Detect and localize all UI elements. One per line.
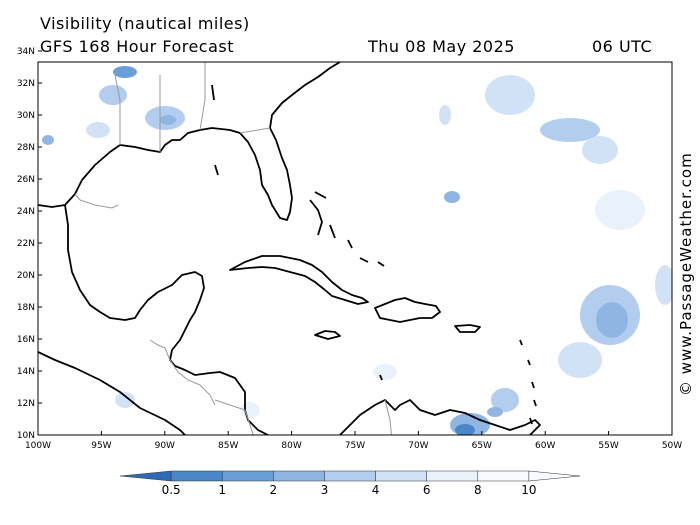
colorbar-segment — [170, 470, 223, 482]
us-gulf-coast — [38, 62, 341, 221]
lat-tick-label: 32N — [17, 79, 35, 89]
colorbar-label: 1 — [218, 483, 226, 497]
lon-tick-label: 60W — [535, 441, 555, 451]
visibility-colorbar: 0.5 1 2 3 4 6 8 10 — [119, 470, 581, 497]
lon-tick-label: 100W — [25, 441, 51, 451]
country-borders — [74, 62, 393, 435]
colorbar-low-arrow — [119, 470, 172, 482]
lon-tick-label: 65W — [472, 441, 492, 451]
jamaica — [314, 330, 341, 340]
forecast-subtitle: GFS 168 Hour Forecast — [40, 37, 235, 56]
lat-tick-label: 24N — [17, 207, 35, 217]
colorbar-label: 2 — [270, 483, 278, 497]
lat-tick-label: 14N — [17, 367, 35, 377]
lon-tick-label: 75W — [345, 441, 365, 451]
lat-tick-label: 28N — [17, 143, 35, 153]
lat-tick-label: 34N — [17, 47, 35, 57]
lat-tick-label: 26N — [17, 175, 35, 185]
lat-tick-label: 12N — [17, 399, 35, 409]
map-area — [38, 62, 672, 435]
lat-tick-label: 22N — [17, 239, 35, 249]
central-america-coast — [174, 365, 269, 435]
cuba — [229, 255, 369, 305]
colorbar-label: 8 — [474, 483, 482, 497]
lon-tick-label: 80W — [281, 441, 301, 451]
lon-tick-label: 50W — [662, 441, 682, 451]
colorbar-label: 10 — [521, 483, 536, 497]
lon-tick-label: 70W — [408, 441, 428, 451]
lesser-antilles — [519, 339, 537, 425]
colorbar-segment — [426, 470, 479, 482]
colorbar-label: 3 — [321, 483, 329, 497]
forecast-time: 06 UTC — [592, 37, 653, 56]
bahamas — [309, 191, 385, 267]
mexico-coast — [64, 204, 205, 367]
lon-tick-label: 55W — [598, 441, 618, 451]
colorbar-high-arrow — [528, 470, 581, 482]
lat-tick-label: 10N — [17, 431, 35, 441]
longitude-axis: 100W 95W 90W 85W 80W 75W 70W 65W 60W 55W 50W — [25, 431, 682, 451]
colorbar-segment — [273, 470, 325, 482]
colorbar-label: 0.5 — [162, 483, 181, 497]
colorbar-segment — [477, 470, 530, 482]
small-islands — [211, 84, 383, 381]
colorbar-label: 4 — [372, 483, 380, 497]
lon-tick-label: 85W — [218, 441, 238, 451]
puerto-rico — [454, 324, 481, 333]
chart-title: Visibility (nautical miles) — [40, 14, 250, 33]
lat-tick-label: 20N — [17, 271, 35, 281]
colorbar-segment — [375, 470, 427, 482]
lon-tick-label: 95W — [91, 441, 111, 451]
map-frame — [37, 61, 673, 436]
lon-tick-label: 90W — [155, 441, 175, 451]
south-america-coast — [339, 399, 541, 435]
colorbar-label: 6 — [423, 483, 431, 497]
lat-tick-label: 16N — [17, 335, 35, 345]
forecast-date: Thu 08 May 2025 — [368, 37, 515, 56]
pacific-coast — [38, 351, 187, 435]
visibility-shading — [42, 66, 672, 435]
colorbar-segment — [221, 470, 274, 482]
lat-tick-label: 18N — [17, 303, 35, 313]
coastlines — [38, 62, 541, 435]
colorbar-segment — [324, 470, 376, 482]
lat-tick-label: 30N — [17, 111, 35, 121]
hispaniola — [374, 297, 441, 323]
latitude-axis: 34N 32N 30N 28N 26N 24N 22N 20N 18N 16N 14N 12N 10N — [17, 47, 42, 441]
